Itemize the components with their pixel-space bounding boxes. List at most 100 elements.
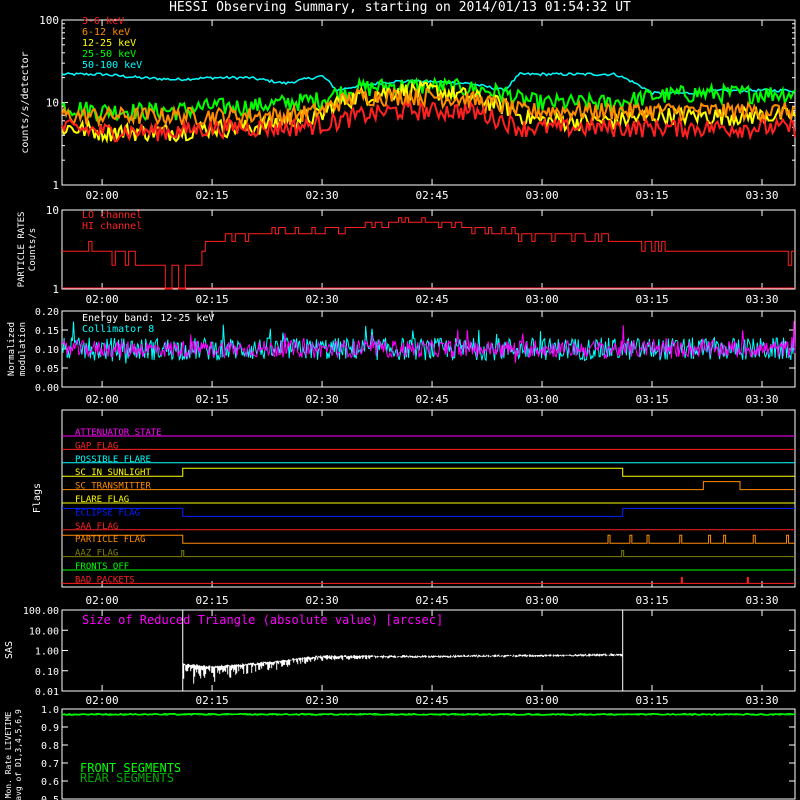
chart-title: HESSI Observing Summary, starting on 201… — [0, 0, 800, 16]
particle-rate-xtick-label: 02:30 — [305, 293, 338, 305]
modulation-ytick-label: 0.05 — [35, 364, 59, 375]
livetime-ytick-label: 0.6 — [41, 777, 59, 788]
count-rate-xtick-label: 02:45 — [415, 189, 448, 200]
series-line-energy-band — [61, 321, 796, 363]
modulation-ytick-label: 0.00 — [35, 383, 59, 394]
livetime-ylabel-1: Mon. Rate LIVETIME — [4, 711, 13, 798]
particle-rate-xtick-label: 03:30 — [745, 293, 778, 305]
flag-label: POSSIBLE FLARE — [75, 455, 151, 465]
sas-ytick-label: 0.10 — [35, 667, 59, 678]
livetime-panel: 1.0 0.9 0.8 0.7 0.6 0.5 Mon. Rate LIVETIMEavg … — [4, 705, 796, 800]
legend-entry: LO channel — [82, 210, 142, 221]
modulation-ytick-label: 0.10 — [35, 345, 59, 356]
series-line-collimator-8 — [61, 321, 796, 364]
legend-entry: 6-12 keV — [82, 27, 130, 38]
flags-panel: 02:00 02:15 02:30 02:45 03:00 03:15 03:30 Flags… — [32, 409, 796, 605]
flag-label: AAZ FLAG — [75, 549, 118, 559]
modulation-panel: 0.20 0.15 0.10 0.05 0.00 02:00 02:15 02:30 02:45… — [7, 307, 796, 405]
particle-rate-xtick-label: 02:15 — [196, 293, 229, 305]
sas-xtick-label: 03:30 — [745, 694, 778, 705]
legend-entry: Energy band: 12-25 keV — [82, 313, 214, 324]
flag-label: ATTENUATOR STATE — [75, 428, 162, 438]
series-line-6-12-keV — [61, 87, 796, 130]
modulation-xtick-label: 03:30 — [745, 393, 778, 405]
sas-ylabel: SAS — [4, 641, 15, 659]
count-rate-ytick-label: 1 — [52, 179, 59, 192]
flag-trace — [62, 467, 795, 477]
modulation-ylabel-2: modulation — [18, 322, 28, 376]
modulation-xtick-label: 02:15 — [196, 393, 229, 405]
flag-trace — [62, 576, 795, 584]
livetime-ytick-label: 1.0 — [41, 705, 59, 716]
legend-entry: 12-25 keV — [82, 38, 136, 49]
count-rate-ytick-label: 100 — [39, 14, 59, 27]
flags-xtick-label: 02:45 — [415, 594, 448, 605]
count-rate-xtick-label: 02:00 — [86, 189, 119, 200]
livetime-ytick-label: 0.9 — [41, 723, 59, 734]
flag-trace — [62, 550, 795, 558]
sas-xtick-label: 03:15 — [635, 694, 668, 705]
modulation-xtick-label: 03:15 — [635, 393, 668, 405]
flag-label: BAD PACKETS — [75, 575, 135, 585]
flag-trace — [62, 534, 795, 544]
particle-rate-ylabel-2: Counts/s — [28, 228, 38, 271]
legend-entry: HI channel — [82, 221, 142, 232]
modulation-ylabel-1: Normalized — [7, 322, 17, 376]
legend-entry: 50-100 keV — [82, 60, 142, 71]
livetime-ytick-label: 0.5 — [41, 795, 59, 800]
series-line-lo-channel — [62, 217, 795, 290]
modulation-xtick-label: 02:00 — [86, 393, 119, 405]
count-rate-panel: 100 10 1 02:00 02:15 02:30 02:45 03:00 03:15 03:3… — [20, 14, 796, 200]
modulation-xtick-label: 02:30 — [305, 393, 338, 405]
particle-rate-frame — [61, 209, 796, 290]
flags-xtick-label: 02:30 — [305, 594, 338, 605]
sas-xtick-label: 03:00 — [525, 694, 558, 705]
series-line-3-6-keV — [61, 100, 796, 143]
particle-rate-panel: 10 1 02:00 02:15 02:30 02:45 03:00 03:15 03:30 PA… — [17, 204, 796, 305]
count-rate-ylabel: counts/s/detector — [20, 51, 31, 153]
modulation-xtick-label: 03:00 — [525, 393, 558, 405]
flag-label: FLARE FLAG — [75, 495, 129, 505]
sas-title: Size of Reduced Triangle (absolute value… — [82, 613, 443, 627]
particle-rate-xtick-label: 02:00 — [86, 293, 119, 305]
count-rate-frame — [61, 19, 796, 186]
count-rate-xtick-label: 02:15 — [196, 189, 229, 200]
sas-ytick-label: 100.00 — [23, 606, 59, 617]
legend-entry: 3-6 keV — [82, 16, 124, 27]
legend-entry: Collimator 8 — [82, 324, 154, 335]
sas-xtick-label: 02:00 — [86, 694, 119, 705]
particle-rate-ylabel-1: PARTICLE RATES — [17, 212, 27, 288]
flags-frame — [61, 409, 796, 588]
legend-entry: FRONT SEGMENTS — [80, 761, 181, 775]
particle-rate-xtick-label: 02:45 — [415, 293, 448, 305]
sas-ytick-label: 0.01 — [35, 687, 59, 698]
legend-entry: 25-50 keV — [82, 49, 136, 60]
series-line-front — [61, 712, 796, 716]
livetime-ytick-label: 0.8 — [41, 741, 59, 752]
flags-xtick-label: 03:00 — [525, 594, 558, 605]
flags-ylabel: Flags — [32, 483, 43, 513]
sas-trace — [182, 610, 624, 691]
flag-label: SC TRANSMITTER — [75, 482, 151, 492]
count-rate-xtick-label: 03:15 — [635, 189, 668, 200]
livetime-ytick-label: 0.7 — [41, 759, 59, 770]
count-rate-xtick-label: 02:30 — [305, 189, 338, 200]
count-rate-xtick-label: 03:30 — [745, 189, 778, 200]
sas-panel: 100.00 10.00 1.00 0.10 0.01 02:00 02:15 02:30 02… — [4, 606, 796, 705]
legend-entry: REAR SEGMENTS — [80, 771, 174, 785]
sas-xtick-label: 02:30 — [305, 694, 338, 705]
series-line-25-50-keV — [61, 76, 796, 122]
flag-label: ECLIPSE FLAG — [75, 508, 140, 518]
modulation-ytick-label: 0.15 — [35, 326, 59, 337]
flags-xtick-label: 02:00 — [86, 594, 119, 605]
chart-title-text: HESSI Observing Summary, starting on 201… — [169, 0, 631, 15]
sas-xtick-label: 02:45 — [415, 694, 448, 705]
particle-rate-ytick-label: 10 — [46, 204, 59, 217]
flag-label: SAA FLAG — [75, 522, 118, 532]
modulation-xtick-label: 02:45 — [415, 393, 448, 405]
flag-trace — [62, 507, 795, 517]
flag-label: GAP FLAG — [75, 441, 118, 451]
particle-rate-xtick-label: 03:15 — [635, 293, 668, 305]
flags-xtick-label: 02:15 — [196, 594, 229, 605]
sas-ytick-label: 10.00 — [29, 626, 59, 637]
